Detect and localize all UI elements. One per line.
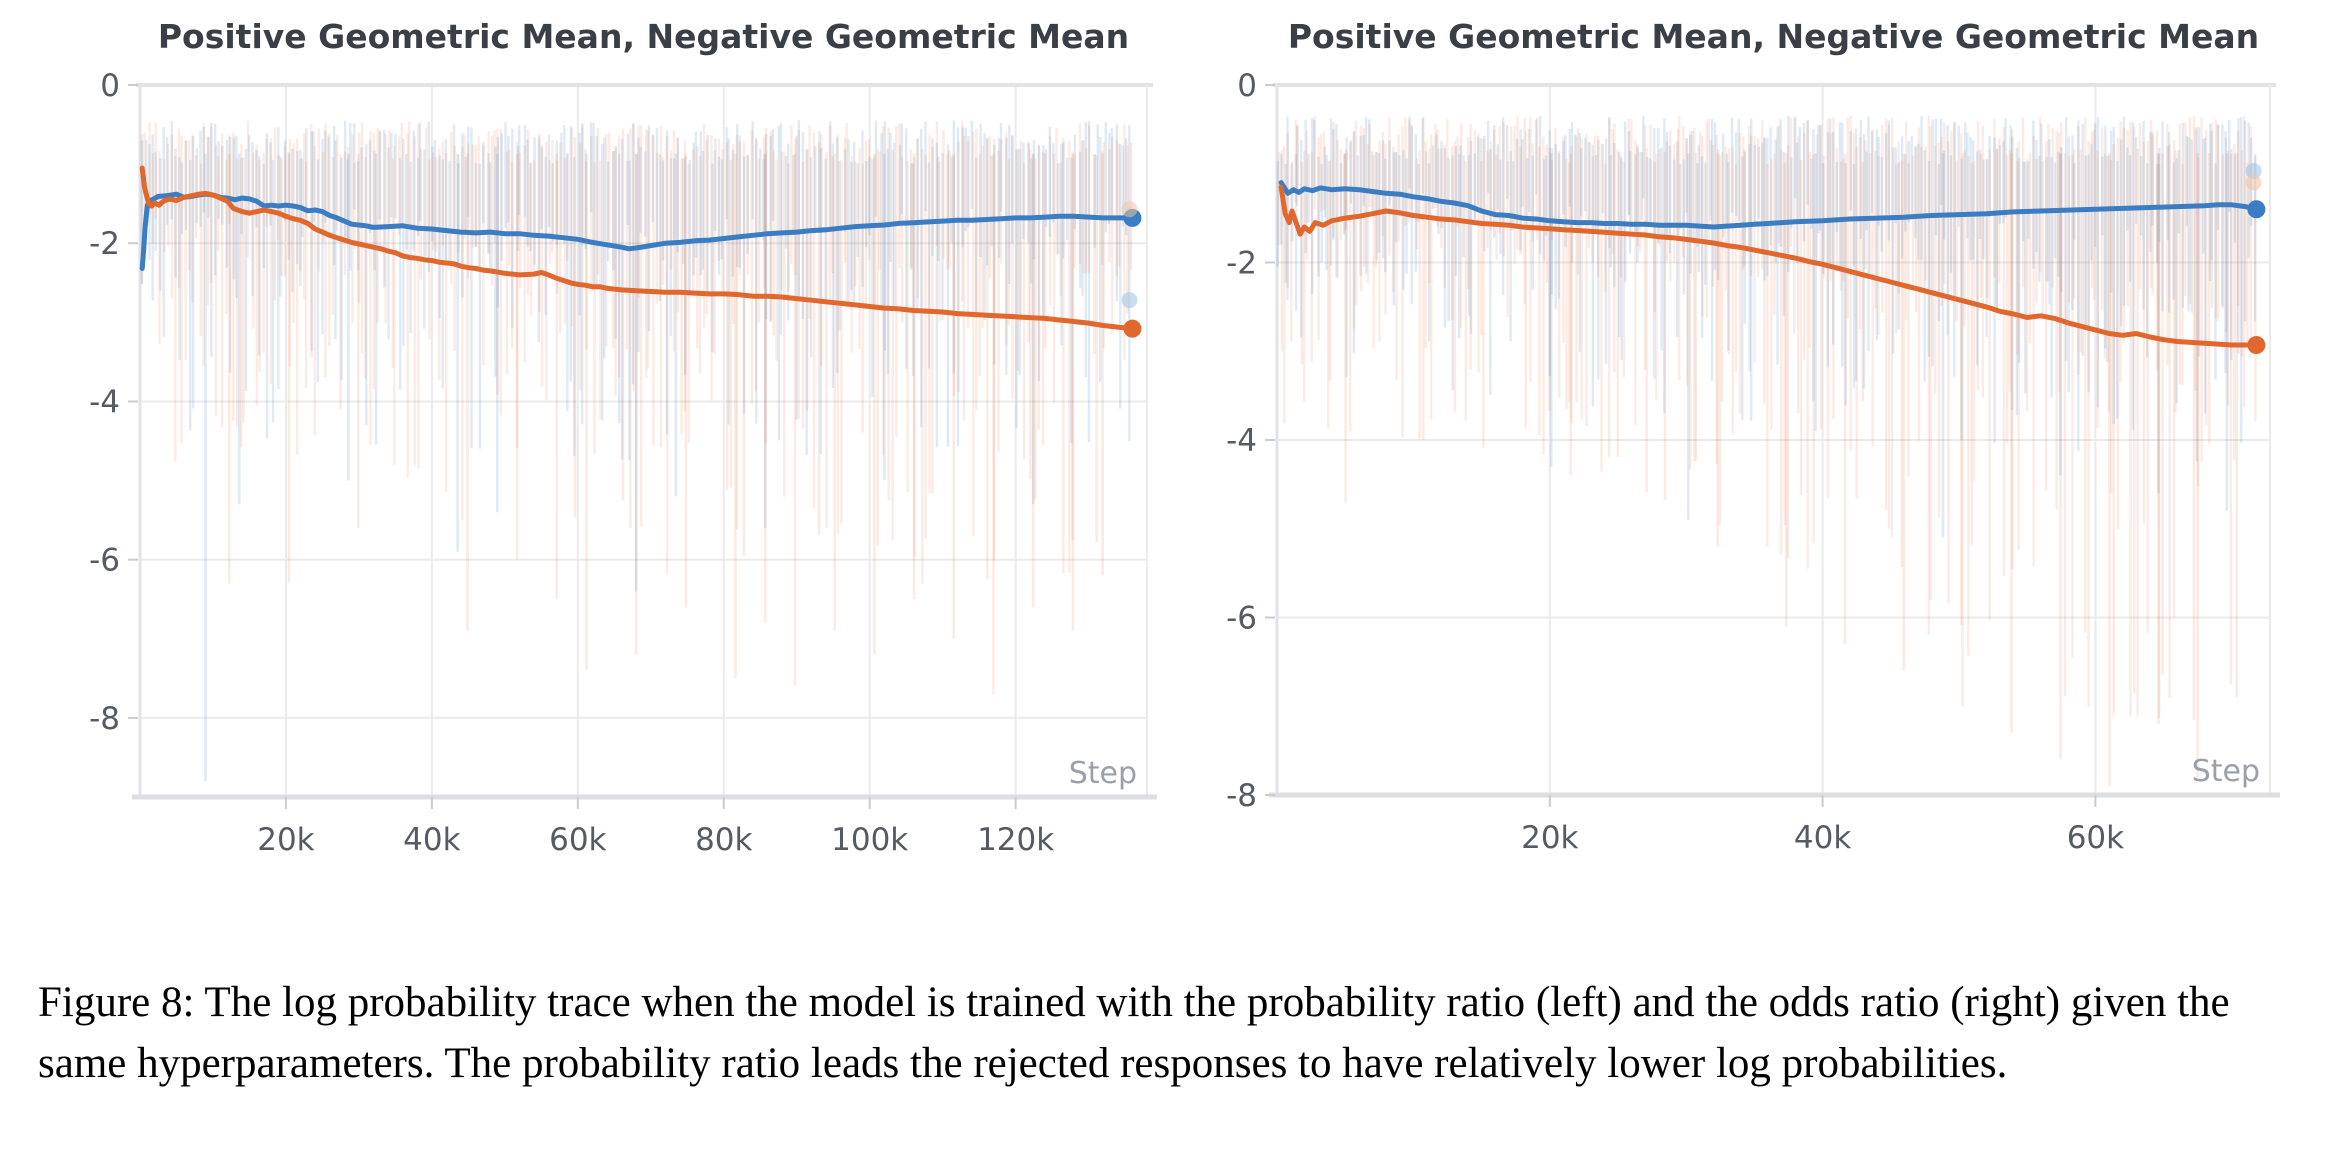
x-tick-label: 20k bbox=[1521, 820, 1578, 856]
x-axis-step-label: Step bbox=[2192, 754, 2260, 789]
gridlines bbox=[132, 83, 1157, 800]
y-tick-label: 0 bbox=[100, 68, 120, 104]
noise-strokes-positive bbox=[140, 120, 1131, 782]
charts-row: Positive Geometric Mean, Negative Geomet… bbox=[0, 0, 2351, 880]
y-tick-label: -8 bbox=[89, 701, 120, 737]
chart-left-svg: Positive Geometric Mean, Negative Geomet… bbox=[89, 17, 1157, 858]
x-tick-label: 120k bbox=[977, 822, 1054, 858]
y-tick-label: -4 bbox=[1226, 423, 1257, 459]
x-tick-label: 100k bbox=[831, 822, 908, 858]
y-tick-label: -6 bbox=[89, 543, 120, 579]
chart-right-odds-ratio: Positive Geometric Mean, Negative Geomet… bbox=[1175, 0, 2351, 880]
series-line-positive bbox=[139, 191, 1135, 271]
chart-right-svg: Positive Geometric Mean, Negative Geomet… bbox=[1226, 17, 2280, 856]
y-tick-label: -2 bbox=[1226, 246, 1257, 282]
y-tick-label: -2 bbox=[89, 226, 120, 262]
end-dot-negative bbox=[1123, 319, 1142, 338]
raw-last-dot-negative-raw bbox=[1121, 201, 1138, 218]
x-tick-label: 60k bbox=[2067, 820, 2124, 856]
series-line-negative bbox=[139, 165, 1135, 332]
x-tick-label: 20k bbox=[257, 822, 314, 858]
chart-title: Positive Geometric Mean, Negative Geomet… bbox=[158, 17, 1129, 56]
chart-left-probability-ratio: Positive Geometric Mean, Negative Geomet… bbox=[0, 0, 1175, 880]
x-tick-label: 40k bbox=[1794, 820, 1851, 856]
x-tick-label: 40k bbox=[403, 822, 460, 858]
raw-last-dot-negative-raw bbox=[2245, 174, 2262, 191]
chart-title: Positive Geometric Mean, Negative Geomet… bbox=[1288, 17, 2259, 56]
series-line-positive bbox=[1278, 180, 2259, 230]
figure-caption: Figure 8: The log probability trace when… bbox=[38, 979, 2230, 1087]
x-axis-step-label: Step bbox=[1069, 756, 1137, 791]
y-tick-label: -6 bbox=[1226, 601, 1257, 637]
x-tick-label: 80k bbox=[695, 822, 752, 858]
raw-last-dot-positive-raw bbox=[2245, 163, 2262, 180]
end-dot-positive bbox=[2247, 200, 2266, 219]
axis-ticks-labels: 0 -2 -4 -6 -8 20k 40k 60k bbox=[1226, 68, 2124, 856]
y-tick-label: -4 bbox=[89, 384, 120, 420]
raw-last-dot-positive-raw bbox=[1121, 292, 1138, 309]
x-tick-label: 60k bbox=[549, 822, 606, 858]
axis-ticks-labels: 0 -2 -4 -6 -8 20k 40k 60k 80k 100k 120k bbox=[89, 68, 1054, 858]
series-line-negative bbox=[1278, 184, 2259, 348]
y-tick-label: -8 bbox=[1226, 778, 1257, 814]
gridlines bbox=[1269, 83, 2280, 798]
end-dot-negative bbox=[2247, 336, 2266, 355]
noise-strokes-negative bbox=[140, 120, 1133, 695]
y-tick-label: 0 bbox=[1237, 68, 1257, 104]
